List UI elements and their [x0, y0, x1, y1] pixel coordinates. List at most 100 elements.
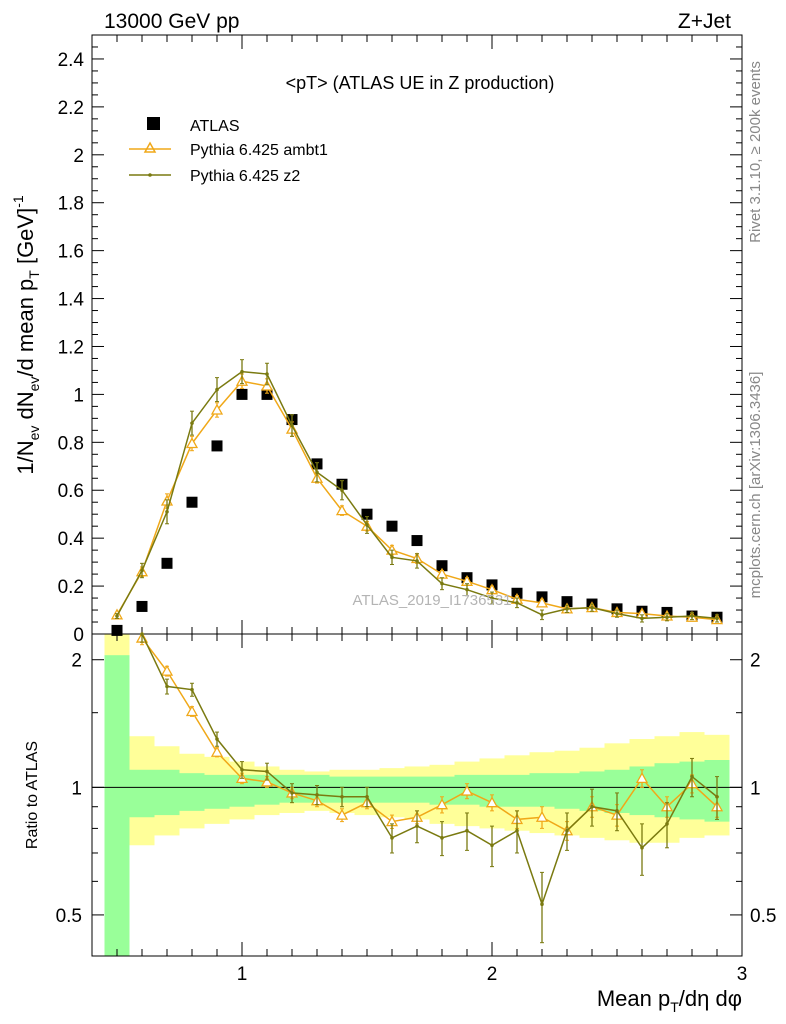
- z2-ratio-point: [715, 794, 719, 799]
- ratio-tick-label-right: 1: [750, 778, 761, 799]
- z2-ratio-point: [140, 632, 144, 636]
- z2-ratio-point: [315, 793, 319, 797]
- z2-ratio-point: [590, 804, 594, 809]
- band-stat: [104, 655, 130, 956]
- ratio-tick-label-right: 2: [750, 651, 761, 672]
- y-tick-label: 1.2: [58, 337, 84, 358]
- y-tick-label: 0.2: [58, 577, 84, 598]
- ambt1-ratio-point: [535, 810, 549, 822]
- ambt1-ratio-point: [160, 664, 174, 676]
- z2-point: [565, 607, 569, 611]
- x-tick-label: 3: [737, 964, 748, 985]
- y-tick-label: 2.4: [58, 50, 85, 71]
- z2-point: [390, 555, 394, 560]
- z2-ratio-point: [215, 737, 219, 741]
- band-stat: [504, 774, 530, 807]
- z2-ratio-point: [340, 794, 344, 799]
- ambt1-ratio-point: [485, 796, 499, 808]
- z2-point: [190, 421, 194, 425]
- legend-ambt1-marker: [143, 141, 157, 153]
- data-series: [110, 359, 724, 944]
- y-tick-label: 1: [73, 385, 84, 406]
- band-stat: [379, 776, 405, 803]
- band-stat: [529, 773, 555, 807]
- z2-point: [415, 559, 419, 563]
- band-stat: [554, 773, 580, 809]
- ratio-tick-label-right: 0.5: [750, 906, 776, 927]
- atlas-point: [386, 520, 398, 532]
- z2-point: [440, 581, 444, 586]
- atlas-point: [111, 624, 123, 636]
- z2-ratio-point: [465, 828, 469, 833]
- watermark: ATLAS_2019_I1736531: [352, 592, 511, 609]
- z2-ratio-point: [615, 809, 619, 813]
- z2-point: [540, 613, 544, 617]
- atlas-point: [136, 600, 148, 612]
- z2-ratio-point: [665, 822, 669, 826]
- y-tick-label: 1.6: [58, 242, 84, 263]
- z2-point: [115, 614, 119, 618]
- z2-ratio-point: [640, 845, 644, 850]
- ratio-tick-label: 1: [71, 778, 82, 799]
- legend-z2-label: Pythia 6.425 z2: [190, 168, 300, 185]
- ambt1-ratio-point: [210, 745, 224, 757]
- legend-atlas-marker: [147, 117, 160, 130]
- atlas-point: [186, 496, 198, 508]
- z2-point: [690, 614, 694, 618]
- y-tick-label: 0: [73, 625, 84, 646]
- z2-point: [490, 596, 494, 600]
- z2-point: [515, 601, 519, 605]
- uncertainty-bands: [104, 634, 730, 956]
- y-axis-title-top: 1/Nev dNev/d mean pT [GeV]-1: [10, 195, 42, 475]
- legend-ambt1-label: Pythia 6.425 ambt1: [190, 142, 328, 159]
- z2-point: [465, 587, 469, 592]
- z2-ratio-point: [165, 684, 169, 689]
- z2-ratio-point: [390, 836, 394, 840]
- legend: ATLAS Pythia 6.425 ambt1 Pythia 6.425 z2: [129, 117, 328, 185]
- band-stat: [179, 773, 205, 811]
- z2-ratio-point: [365, 794, 369, 799]
- y-tick-label: 1.8: [58, 194, 84, 215]
- ambt1-ratio-point: [185, 705, 199, 717]
- z2-point: [290, 423, 294, 428]
- ambt1-point: [210, 403, 224, 415]
- atlas-point: [436, 560, 448, 572]
- y-tick-label: 2: [73, 146, 84, 167]
- ambt1-ratio-point: [635, 772, 649, 783]
- atlas-point: [211, 440, 223, 452]
- z2-line: [116, 370, 718, 620]
- atlas-point: [161, 557, 173, 569]
- y-tick-label: 2.2: [58, 98, 84, 119]
- svg-text:Mean pT/dη dφ: Mean pT/dη dφ: [597, 986, 742, 1015]
- atlas-point: [236, 388, 248, 400]
- header-left: 13000 GeV pp: [104, 10, 239, 33]
- z2-point: [665, 615, 669, 620]
- z2-point: [315, 470, 319, 475]
- atlas-point: [561, 596, 573, 608]
- z2-point: [240, 369, 244, 374]
- z2-point: [590, 605, 594, 610]
- band-stat: [404, 776, 430, 803]
- y-tick-label: 0.6: [58, 481, 84, 502]
- ambt1-line: [116, 380, 718, 621]
- chart-title: <pT> (ATLAS UE in Z production): [286, 73, 555, 93]
- ratio-tick-label: 0.5: [56, 906, 82, 927]
- band-stat: [129, 769, 155, 818]
- z2-point: [165, 510, 169, 514]
- ambt1-ratio-point: [460, 784, 474, 796]
- ambt1-point: [535, 596, 549, 608]
- z2-point: [140, 568, 144, 573]
- z2-ratio-point: [565, 828, 569, 833]
- ambt1-point: [185, 437, 199, 449]
- z2-ratio-point: [440, 836, 444, 840]
- x-tick-label: 1: [237, 964, 248, 985]
- band-stat: [154, 769, 180, 816]
- z2-point: [365, 523, 369, 527]
- legend-z2-marker: [148, 173, 152, 177]
- z2-ratio-point: [265, 769, 269, 774]
- svg-text:1/Nev dNev/d mean pT [GeV]-1: 1/Nev dNev/d mean pT [GeV]-1: [10, 195, 42, 475]
- z2-ratio-point: [240, 767, 244, 772]
- z2-ratio-point: [190, 687, 194, 692]
- header-right: Z+Jet: [678, 10, 731, 33]
